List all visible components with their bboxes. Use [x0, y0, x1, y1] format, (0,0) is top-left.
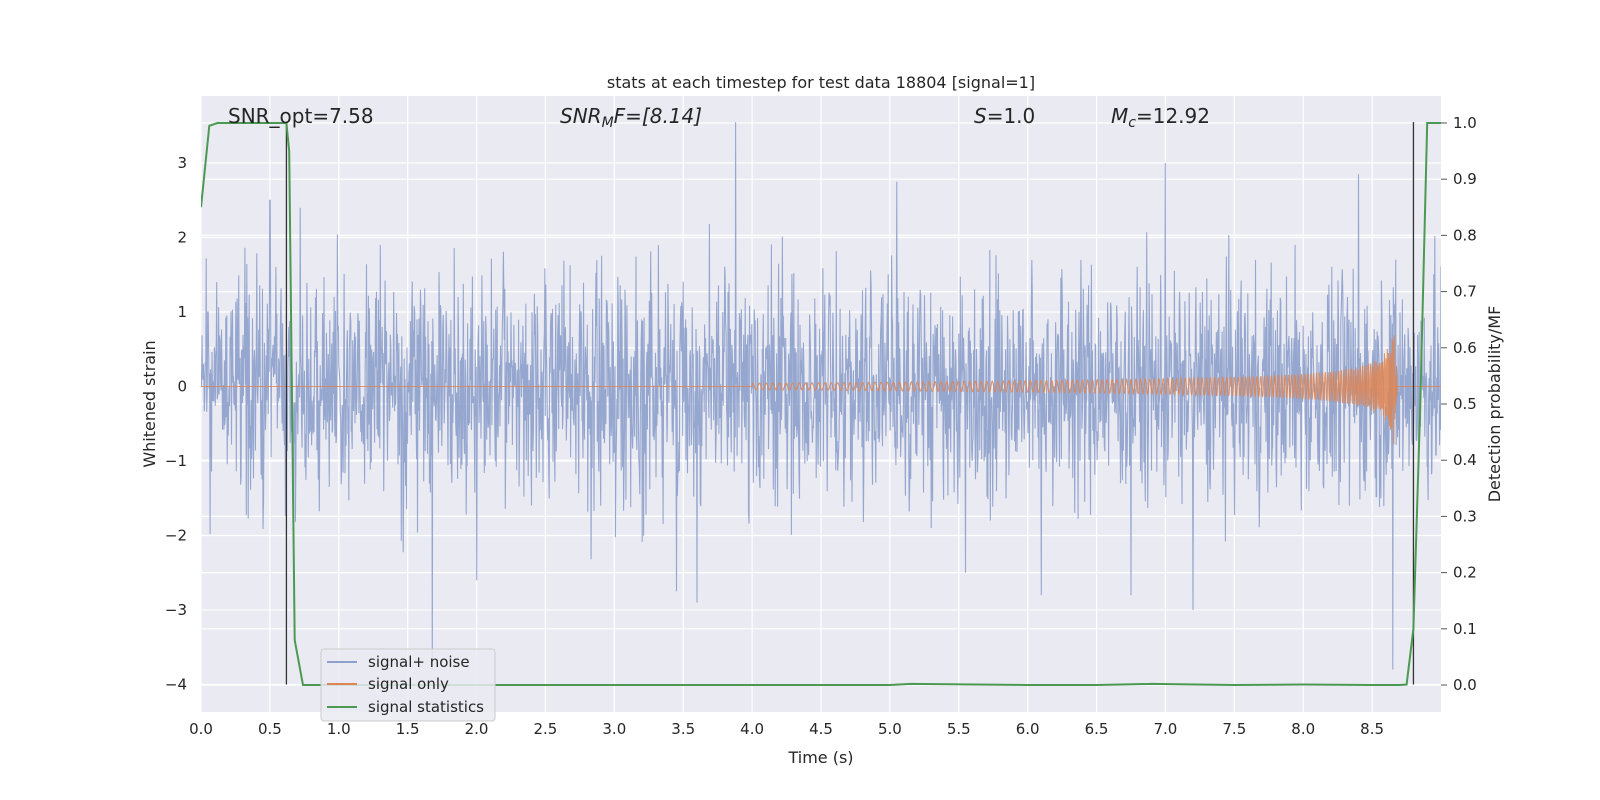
series-signal-statistics-line: [201, 122, 1441, 687]
x-tick-label: 3.0: [602, 720, 626, 738]
y2-tick-label: 0.2: [1453, 564, 1477, 582]
y-axis-title: Whitened strain: [140, 340, 159, 467]
x-tick-label: 0.5: [258, 720, 282, 738]
annotation-s-rest: =1.0: [987, 104, 1036, 128]
annotation-mc-sub: c: [1128, 115, 1136, 131]
x-tick-label: 3.5: [671, 720, 695, 738]
y-tick-label: 0: [177, 377, 187, 395]
annotation-s-main: S: [974, 104, 987, 128]
y2-tick-label: 0.3: [1453, 507, 1477, 525]
y-tick-label: −4: [165, 675, 187, 693]
annotation-mc-rest: =12.92: [1136, 104, 1210, 128]
x-tick-label: 0.0: [189, 720, 213, 738]
annotation-mc: Mc=12.92: [1111, 104, 1210, 131]
x-tick-label: 4.5: [809, 720, 833, 738]
y-tick-label: 2: [177, 229, 187, 247]
y-tick-label: −3: [165, 601, 187, 619]
y-tick-label: −1: [165, 452, 187, 470]
annotation-mc-main: M: [1111, 104, 1128, 128]
y2-tick-label: 0.1: [1453, 620, 1477, 638]
x-tick-label: 1.5: [396, 720, 420, 738]
y-tick-label: −2: [165, 526, 187, 544]
x-tick-label: 6.5: [1085, 720, 1109, 738]
series-signal-only-line: [201, 335, 1441, 445]
y2-tick-label: 0.8: [1453, 226, 1477, 244]
y2-tick-label: 0.9: [1453, 170, 1477, 188]
x-tick-label: 4.0: [740, 720, 764, 738]
y2-tick-label: 0.0: [1453, 676, 1477, 694]
annotation-snr-opt: SNR_opt=7.58: [228, 104, 374, 128]
x-tick-label: 7.0: [1154, 720, 1178, 738]
y2-tick-label: 0.7: [1453, 283, 1477, 301]
y2-tick-label: 1.0: [1453, 114, 1477, 132]
annotation-snr-mf-main: SNR: [560, 104, 602, 128]
x-tick-label: 8.5: [1360, 720, 1384, 738]
series-signal-noise-line: [201, 122, 1441, 670]
x-tick-label: 6.0: [1016, 720, 1040, 738]
x-axis-title: Time (s): [787, 748, 853, 767]
chart-title: stats at each timestep for test data 188…: [607, 73, 1035, 92]
annotation-snr-mf: SNRMF=[8.14]: [560, 104, 702, 131]
legend-label-signal-noise: signal+ noise: [368, 653, 470, 671]
legend-label-signal-statistics: signal statistics: [368, 698, 484, 716]
y-tick-label: 3: [177, 154, 187, 172]
y-tick-label: 1: [177, 303, 187, 321]
legend-label-signal-only: signal only: [368, 675, 449, 693]
x-tick-label: 5.0: [878, 720, 902, 738]
x-tick-label: 2.0: [465, 720, 489, 738]
annotation-snr-mf-sub: M: [602, 115, 614, 131]
x-tick-label: 8.0: [1291, 720, 1315, 738]
legend-box: [320, 648, 496, 722]
y2-tick-label: 0.6: [1453, 339, 1477, 357]
annotation-snr-mf-rest: F=[8.14]: [614, 104, 702, 128]
x-tick-label: 1.0: [327, 720, 351, 738]
y2-tick-label: 0.4: [1453, 451, 1477, 469]
ticks: 0.0 0.5 1.0 1.5 2.0 2.5 3.0 3.5 4.0 4.5 5.0 5.5 6.0 6…: [165, 114, 1477, 738]
legend: signal+ noise signal only signal statist…: [320, 648, 496, 722]
annotation-s: S=1.0: [974, 104, 1035, 128]
y2-axis-title: Detection probability/MF: [1485, 306, 1504, 503]
x-tick-label: 5.5: [947, 720, 971, 738]
x-tick-label: 7.5: [1222, 720, 1246, 738]
x-tick-label: 2.5: [534, 720, 558, 738]
y2-tick-label: 0.5: [1453, 395, 1477, 413]
